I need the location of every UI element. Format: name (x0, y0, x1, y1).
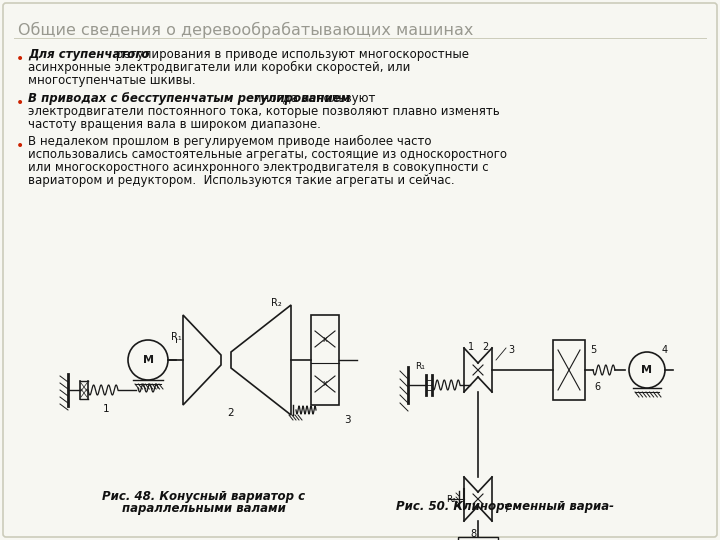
Text: многоступенчатые шкивы.: многоступенчатые шкивы. (28, 74, 196, 87)
Text: Рис. 50. Клиноременный вариа-: Рис. 50. Клиноременный вариа- (396, 500, 614, 513)
Text: •: • (16, 52, 24, 66)
FancyBboxPatch shape (3, 3, 717, 537)
Text: R₂: R₂ (446, 495, 456, 503)
Text: 2: 2 (228, 408, 234, 418)
Text: 1: 1 (103, 404, 109, 414)
Text: 1: 1 (468, 342, 474, 352)
Text: 3: 3 (508, 345, 514, 355)
Text: электродвигатели постоянного тока, которые позволяют плавно изменять: электродвигатели постоянного тока, котор… (28, 105, 500, 118)
Text: x: x (323, 380, 328, 388)
Text: M: M (642, 365, 652, 375)
Text: x: x (323, 334, 328, 343)
Text: 2: 2 (482, 342, 488, 352)
Text: частоту вращения вала в широком диапазоне.: частоту вращения вала в широком диапазон… (28, 118, 321, 131)
Text: Рис. 48. Конусный вариатор с: Рис. 48. Конусный вариатор с (102, 490, 305, 503)
Text: вариатором и редуктором.  Используются такие агрегаты и сейчас.: вариатором и редуктором. Используются та… (28, 174, 454, 187)
Text: R₁: R₁ (415, 362, 425, 371)
Bar (458, 537, 498, 540)
Text: 3: 3 (344, 415, 351, 425)
Text: R₁: R₁ (171, 332, 181, 342)
Text: иногда используют: иногда используют (250, 92, 375, 105)
Text: параллельными валами: параллельными валами (122, 502, 286, 515)
Text: асинхронные электродвигатели или коробки скоростей, или: асинхронные электродвигатели или коробки… (28, 61, 410, 74)
Text: 6: 6 (594, 382, 600, 392)
Text: 7: 7 (503, 504, 509, 514)
Text: R₂: R₂ (271, 298, 282, 308)
Text: 5: 5 (590, 345, 596, 355)
Text: Общие сведения о деревообрабатывающих машинах: Общие сведения о деревообрабатывающих ма… (18, 22, 473, 38)
Text: использовались самостоятельные агрегаты, состоящие из односкоростного: использовались самостоятельные агрегаты,… (28, 148, 507, 161)
Text: •: • (16, 96, 24, 110)
Text: В недалеком прошлом в регулируемом приводе наиболее часто: В недалеком прошлом в регулируемом приво… (28, 135, 431, 148)
Bar (311, 315, 339, 405)
Circle shape (629, 352, 665, 388)
Circle shape (128, 340, 168, 380)
Text: 4: 4 (662, 345, 668, 355)
Text: или многоскоростного асинхронного электродвигателя в совокупности с: или многоскоростного асинхронного электр… (28, 161, 489, 174)
Text: Для ступенчатого: Для ступенчатого (28, 48, 150, 61)
Text: •: • (16, 139, 24, 153)
Text: 8: 8 (470, 529, 476, 539)
Text: регулирования в приводе используют многоскоростные: регулирования в приводе используют много… (112, 48, 469, 61)
Bar (553, 340, 585, 400)
Text: В приводах с бесступенчатым регулированием: В приводах с бесступенчатым регулировани… (28, 92, 351, 105)
Text: M: M (143, 355, 153, 365)
